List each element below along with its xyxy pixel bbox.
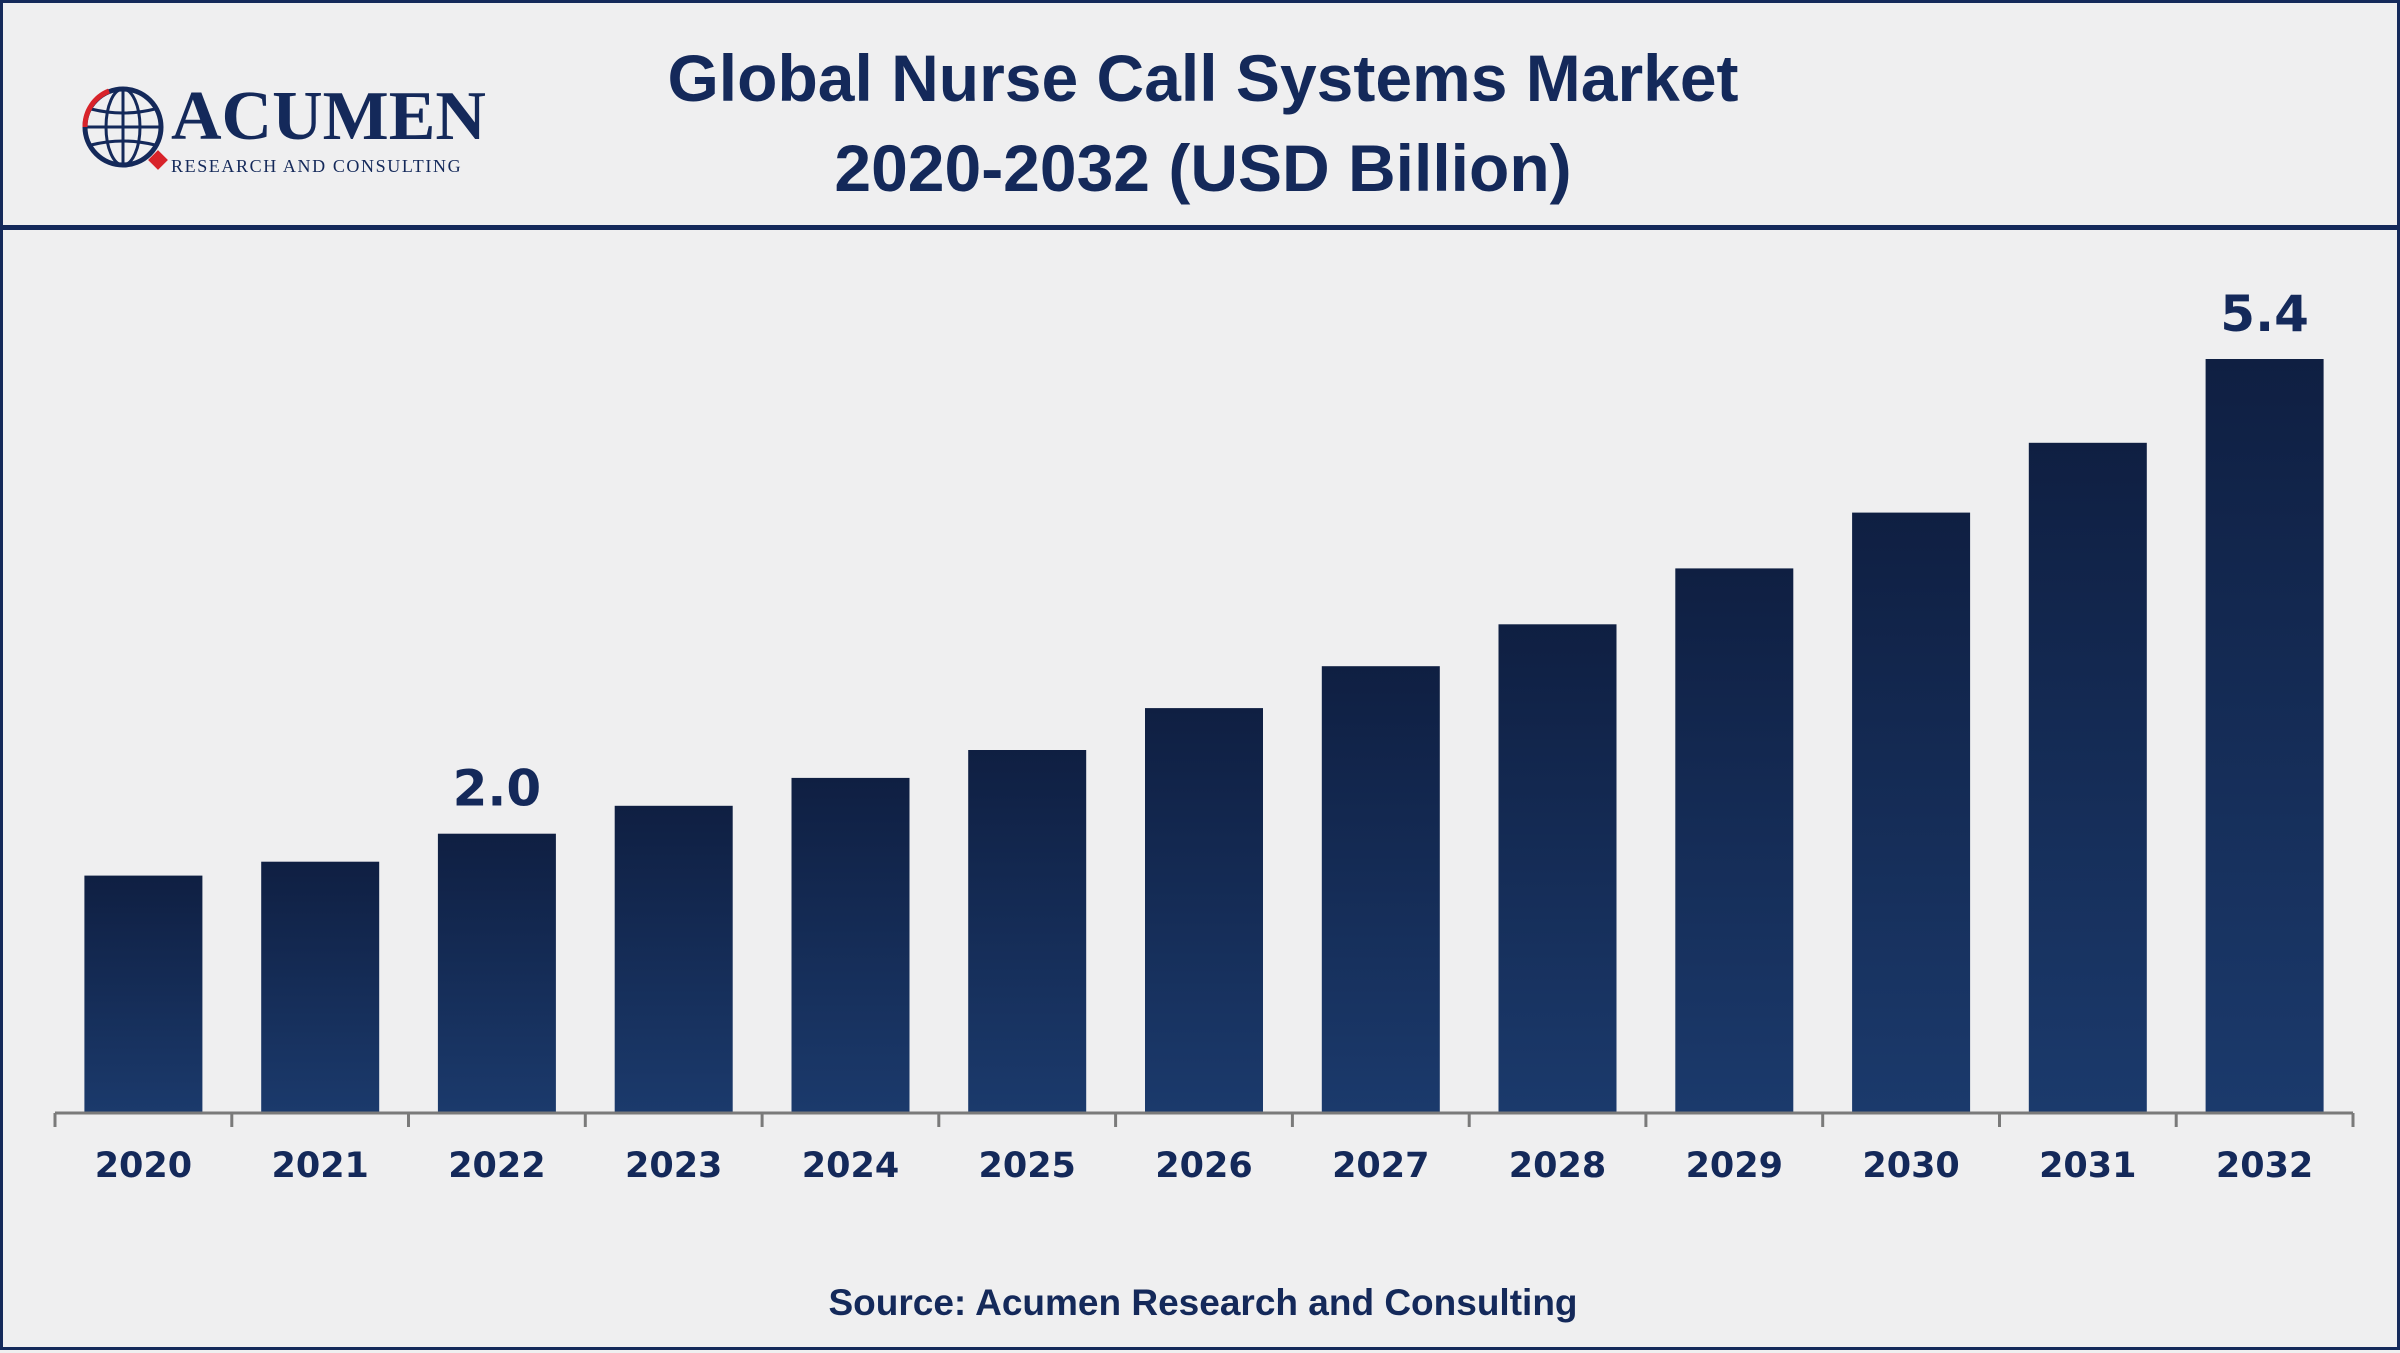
x-tick-label-2024: 2024: [802, 1146, 899, 1186]
bar-2025: [968, 750, 1087, 1113]
bar-2032: [2205, 359, 2324, 1113]
labels-layer: 2020 2021 2022 2023 2024 2025 2026 2027 2028 2029…: [95, 285, 2314, 1186]
bar-2022: [437, 833, 556, 1113]
x-tick-label-2029: 2029: [1686, 1146, 1783, 1186]
x-tick-label-2032: 2032: [2216, 1146, 2313, 1186]
x-tick-label-2022: 2022: [448, 1146, 545, 1186]
x-tick-label-2021: 2021: [271, 1146, 368, 1186]
bar-2027: [1321, 666, 1440, 1113]
x-tick-label-2023: 2023: [625, 1146, 722, 1186]
globe-icon: [82, 86, 168, 170]
bar-2029: [1675, 568, 1794, 1113]
data-label-2022: 2.0: [453, 760, 542, 818]
x-tick-label-2028: 2028: [1509, 1146, 1606, 1186]
company-logo: ACUMEN RESEARCH AND CONSULTING: [79, 77, 486, 187]
source-note: Source: Acumen Research and Consulting: [828, 1282, 1578, 1323]
logo-tagline: RESEARCH AND CONSULTING: [171, 156, 463, 176]
header-divider: [3, 225, 2400, 230]
bar-2024: [791, 777, 910, 1113]
chart-title-line-2: 2020-2032 (USD Billion): [834, 131, 1572, 205]
bar-2030: [1852, 512, 1971, 1113]
x-tick-label-2026: 2026: [1155, 1146, 1252, 1186]
chart-title: Global Nurse Call Systems Market 2020-20…: [403, 33, 2003, 213]
x-tick-label-2031: 2031: [2039, 1146, 2136, 1186]
bar-chart: 2020 2021 2022 2023 2024 2025 2026 2027 2028 2029…: [53, 285, 2355, 1186]
bar-2028: [1498, 624, 1617, 1113]
bar-2031: [2028, 442, 2147, 1113]
x-tick-label-2030: 2030: [1862, 1146, 1959, 1186]
x-tick-label-2025: 2025: [978, 1146, 1075, 1186]
bars-layer: [84, 359, 2324, 1113]
x-tick-label-2027: 2027: [1332, 1146, 1429, 1186]
bar-2026: [1145, 708, 1263, 1113]
x-axis: [53, 1111, 2355, 1127]
logo-name: ACUMEN: [171, 78, 486, 155]
x-tick-label-2020: 2020: [95, 1146, 192, 1186]
bar-2020: [84, 875, 203, 1113]
bar-2021: [261, 861, 380, 1113]
data-label-2032: 5.4: [2220, 285, 2309, 343]
chart-title-line-1: Global Nurse Call Systems Market: [667, 41, 1739, 115]
bar-2023: [614, 805, 733, 1113]
